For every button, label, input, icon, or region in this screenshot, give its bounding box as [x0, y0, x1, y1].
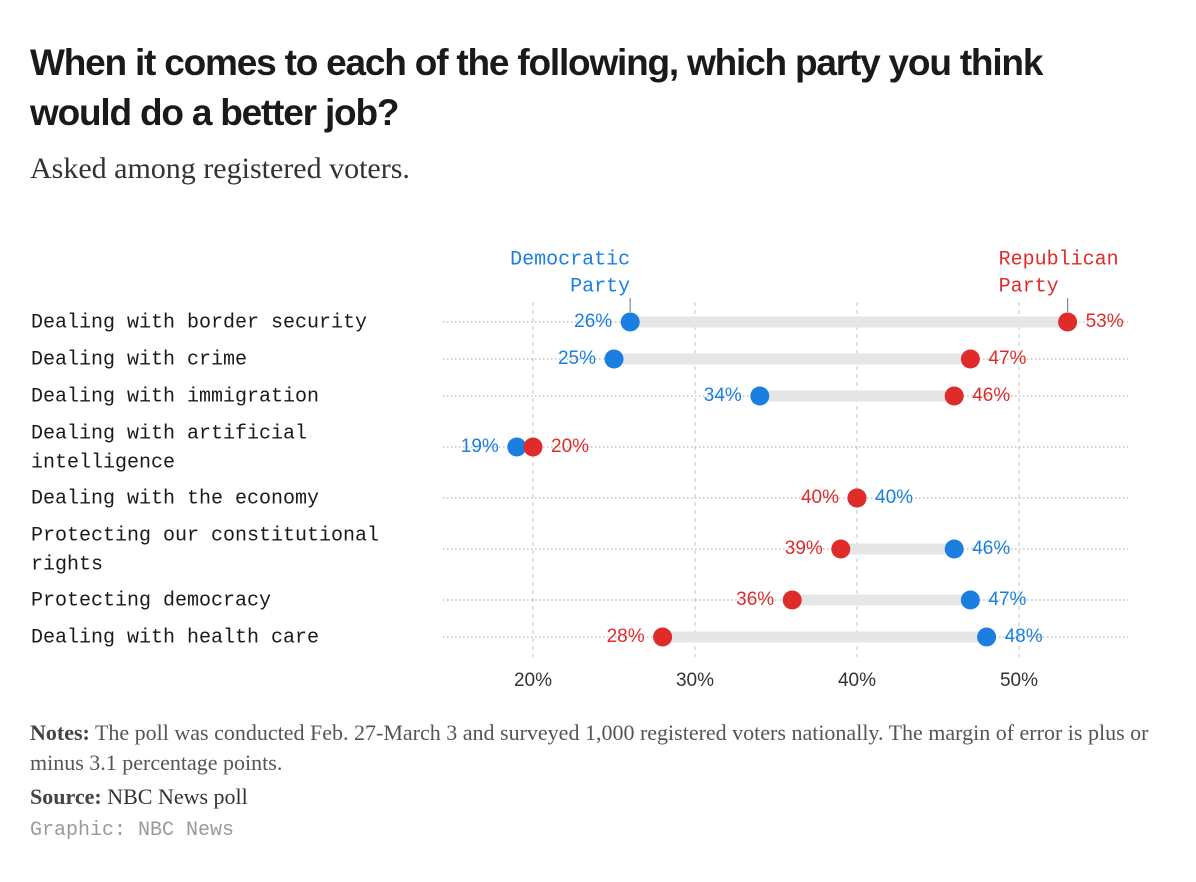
category-label: Dealing with the economy — [31, 487, 319, 510]
republican-value-label: 40% — [801, 487, 839, 508]
chart-title: When it comes to each of the following, … — [30, 42, 1043, 133]
democratic-value-label: 26% — [574, 311, 612, 332]
democratic-value-label: 47% — [988, 589, 1026, 610]
republican-dot — [653, 627, 673, 647]
democratic-value-label: 46% — [972, 538, 1010, 559]
x-tick-label: 50% — [1000, 670, 1038, 691]
republican-value-label: 20% — [551, 436, 589, 457]
republican-dot — [523, 437, 543, 457]
republican-value-label: 36% — [736, 589, 774, 610]
chart-subtitle: Asked among registered voters. — [30, 152, 410, 185]
notes-text: The poll was conducted Feb. 27-March 3 a… — [30, 720, 1149, 775]
category-label: Protecting our constitutional — [31, 524, 379, 547]
source-text: NBC News poll — [101, 784, 248, 809]
republican-dot — [831, 539, 851, 559]
category-label: Dealing with border security — [31, 311, 367, 334]
republican-value-label: 53% — [1086, 311, 1124, 332]
x-tick-label: 30% — [676, 670, 714, 691]
notes-label: Notes: — [30, 720, 90, 745]
republican-value-label: 47% — [988, 348, 1026, 369]
republican-legend-label: Republican — [999, 248, 1119, 271]
source: Source: NBC News poll — [30, 784, 248, 810]
democratic-dot — [507, 437, 527, 457]
republican-value-label: 46% — [972, 385, 1010, 406]
democratic-dot — [977, 627, 997, 647]
republican-legend-label: Party — [999, 275, 1059, 298]
democratic-dot — [750, 386, 770, 406]
x-tick-label: 40% — [838, 670, 876, 691]
democratic-value-label: 40% — [875, 487, 913, 508]
category-label: Dealing with crime — [31, 348, 247, 371]
notes: Notes: The poll was conducted Feb. 27-Ma… — [30, 718, 1150, 778]
republican-value-label: 28% — [607, 626, 645, 647]
category-label: Protecting democracy — [31, 589, 271, 612]
democratic-value-label: 48% — [1005, 626, 1043, 647]
republican-dot — [944, 386, 964, 406]
democratic-value-label: 25% — [558, 348, 596, 369]
democratic-dot — [944, 539, 964, 559]
source-label: Source: — [30, 784, 102, 809]
democratic-dot — [960, 590, 980, 610]
democratic-value-label: 34% — [704, 385, 742, 406]
category-label: Dealing with health care — [31, 626, 319, 649]
republican-dot — [782, 590, 802, 610]
republican-value-label: 39% — [785, 538, 823, 559]
category-label: Dealing with artificial — [31, 422, 307, 445]
republican-dot — [1058, 312, 1078, 332]
democratic-value-label: 19% — [461, 436, 499, 457]
category-label: Dealing with immigration — [31, 385, 319, 408]
republican-dot — [847, 488, 867, 508]
category-label: rights — [31, 553, 103, 576]
democratic-dot — [620, 312, 640, 332]
democratic-dot — [604, 349, 624, 369]
democratic-legend-label: Party — [570, 275, 630, 298]
dot-plot-chart: 20% 30% 40% 50% Dealing with border security… — [31, 248, 1128, 691]
republican-dot — [960, 349, 980, 369]
graphic-credit: Graphic: NBC News — [30, 819, 235, 842]
x-tick-label: 20% — [514, 670, 552, 691]
democratic-legend-label: Democratic — [510, 248, 630, 271]
category-label: intelligence — [31, 451, 175, 474]
